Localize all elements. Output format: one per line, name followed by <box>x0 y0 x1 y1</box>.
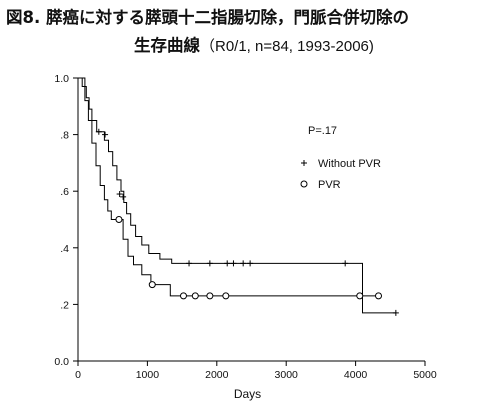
censor-mark-plus <box>95 128 102 135</box>
censor-mark-circle <box>115 216 123 223</box>
x-tick-label: 3000 <box>275 369 299 381</box>
censor-mark-circle <box>148 281 156 289</box>
x-tick-label: 4000 <box>344 369 368 381</box>
chart-title-line1: 図8. 膵癌に対する膵頭十二指腸切除，門脈合併切除の <box>6 8 409 27</box>
p-value-annotation: P=.17 <box>308 125 337 137</box>
chart-series <box>78 77 399 316</box>
censor-mark-plus <box>102 131 109 138</box>
chart-title-line2: 生存曲線（R0/1, n=84, 1993-2006) <box>134 36 493 57</box>
x-tick-label: 1000 <box>136 369 160 381</box>
chart-title-subtitle: （R0/1, n=84, 1993-2006) <box>200 38 374 55</box>
x-tick-label: 0 <box>75 369 81 381</box>
y-tick-label: .4 <box>60 243 69 255</box>
censor-mark-circle <box>191 292 199 300</box>
censor-mark-plus <box>206 260 213 267</box>
y-tick-label: .6 <box>60 186 69 198</box>
censor-mark-plus <box>224 260 231 267</box>
censor-mark-plus <box>392 309 399 316</box>
censor-mark-circle <box>206 292 214 300</box>
censor-mark-plus <box>342 260 349 267</box>
censor-mark-circle <box>375 292 383 300</box>
series-line-without-pvr <box>78 77 396 314</box>
legend-marker-circle <box>300 180 308 188</box>
y-tick-label: .2 <box>60 299 69 311</box>
series-line-pvr <box>78 77 379 297</box>
chart-title-main: 生存曲線 <box>134 36 200 55</box>
chart-axes: 0.0 .2 .4 .6 .8 1.0 0 1000 2000 3000 4000 5000 Days <box>54 73 436 401</box>
x-axis-label: Days <box>234 387 261 401</box>
legend-label-pvr: PVR <box>318 179 341 191</box>
x-tick-label: 2000 <box>205 369 229 381</box>
y-tick-label: 1.0 <box>54 73 69 85</box>
censor-mark-plus <box>186 260 193 267</box>
legend-label-without-pvr: Without PVR <box>318 158 381 170</box>
censor-mark-plus <box>247 260 254 267</box>
y-tick-label: .8 <box>60 130 69 142</box>
chart-legend: P=.17 Without PVR PVR <box>300 125 381 191</box>
censor-mark-circle <box>179 292 187 300</box>
x-tick-label: 5000 <box>413 369 437 381</box>
censor-mark-plus <box>116 191 123 198</box>
censor-mark-plus <box>120 193 127 200</box>
censor-mark-circle <box>356 292 364 300</box>
censor-mark-circle <box>222 292 230 300</box>
y-tick-label: 0.0 <box>54 356 69 368</box>
censor-mark-plus <box>240 260 247 267</box>
censor-mark-plus <box>230 260 237 267</box>
